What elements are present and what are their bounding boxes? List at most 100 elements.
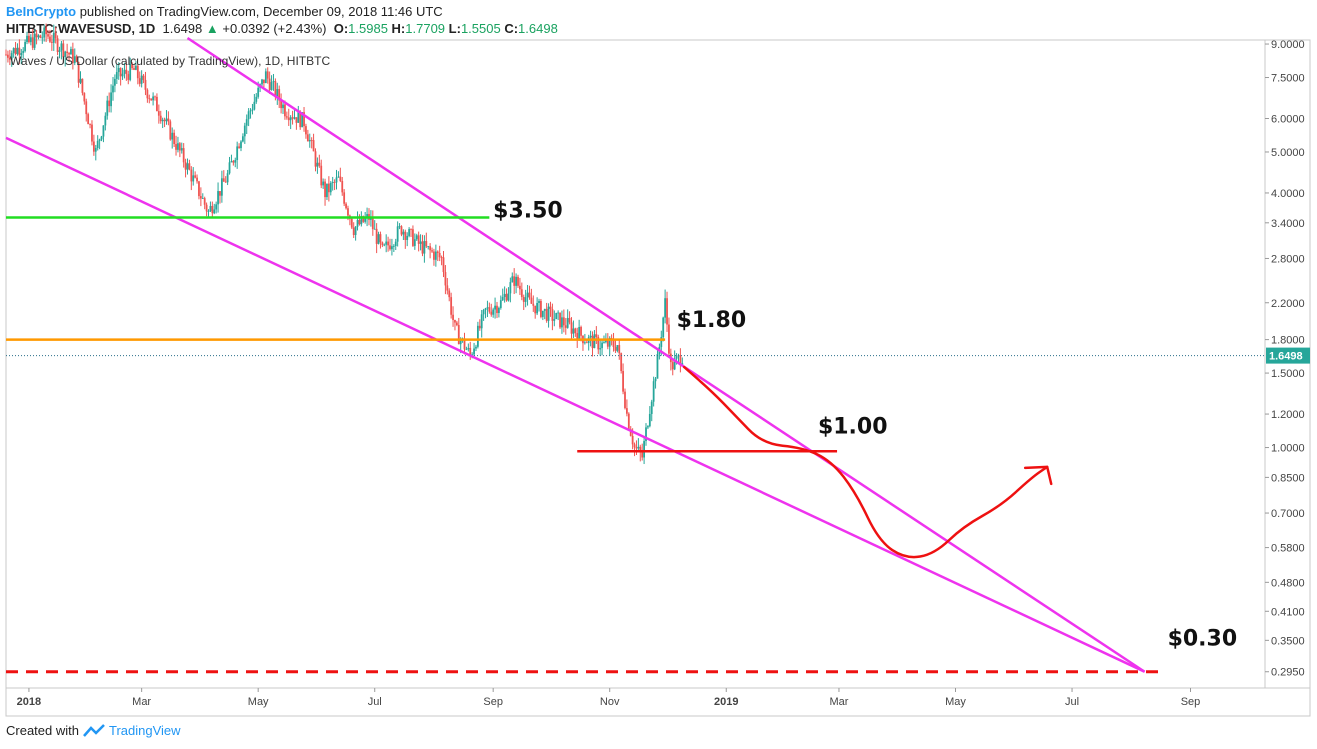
candle-body [217,191,219,205]
candle-body [318,162,321,166]
candle-body [117,67,120,73]
publisher-name[interactable]: BeInCrypto [6,4,77,19]
candle-body [450,297,453,315]
candle-body [20,53,23,56]
y-tick-label: 5.0000 [1271,147,1305,159]
candle-body [194,175,197,178]
candle-body [679,355,682,366]
candle-body [551,308,554,321]
price-change: +0.0392 (+2.43%) [222,21,327,36]
candle-body [660,337,663,347]
candle-body [459,339,462,345]
candle-body [18,47,21,56]
candle-body [555,313,558,319]
level-label: $3.50 [493,198,563,223]
candle-body [165,118,168,122]
candle-body [593,334,596,349]
candle-body [343,192,346,204]
candle-body [478,325,481,329]
candle-body [316,162,319,167]
candle-body [249,110,252,112]
candle-body [62,43,65,58]
candle-body [476,325,479,347]
candle-body [152,96,155,101]
candle-body [87,114,90,125]
candle-body [675,356,678,359]
candle-body [394,241,397,246]
candle-body [71,49,74,63]
candle-body [448,290,451,298]
y-tick-label: 2.2000 [1271,298,1305,310]
candle-body [375,228,378,244]
candle-body [5,54,7,56]
candle-body [574,328,577,334]
candle-body [624,391,626,409]
candle-body [620,353,623,372]
candle-body [136,65,139,79]
candle-body [606,340,609,347]
candle-body [270,82,273,90]
candle-body [100,136,103,140]
candle-body [314,151,317,167]
candle-body [545,308,548,321]
candle-body [341,181,344,193]
candle-body [385,241,388,245]
candle-body [532,303,535,306]
candle-body [543,308,546,311]
candle-body [339,176,342,182]
candle-body [498,307,500,314]
candle-body [89,124,91,125]
candle-body [66,51,69,54]
y-tick-label: 2.8000 [1271,253,1305,265]
candle-body [29,37,32,43]
candle-body [98,139,101,141]
candle-body [622,371,624,392]
candle-body [282,104,284,109]
candle-body [627,413,630,429]
candle-body [310,139,313,141]
y-tick-label: 6.0000 [1271,113,1305,125]
candle-body [354,226,357,235]
candle-body [561,317,563,328]
candle-body [255,96,258,102]
candle-body [144,79,147,90]
chart-title: Waves / US Dollar (calculated by Trading… [10,54,330,68]
candle-body [47,34,49,37]
candle-body [585,342,588,344]
candle-body [284,104,286,117]
candle-body [70,49,72,55]
last-price: 1.6498 [162,21,203,36]
candle-body [496,305,498,314]
candle-body [280,100,283,109]
candle-body [570,322,573,334]
candle-body [511,276,514,283]
x-tick-label: Sep [483,696,503,708]
candle-body [261,79,263,85]
candle-body [182,148,185,163]
candle-body [662,317,665,338]
tradingview-brand[interactable]: TradingView [108,723,181,738]
x-tick-label: Jul [1065,696,1079,708]
candle-body [110,92,112,107]
level-label: $0.30 [1168,627,1238,652]
candle-body [641,452,644,458]
candle-body [245,119,248,126]
candle-body [104,115,107,126]
high-value: 1.7709 [405,21,446,36]
candle-body [333,182,336,183]
candle-body [398,226,401,228]
candle-body [326,183,328,198]
projection-curve [682,365,1049,559]
candle-body [146,89,149,99]
candle-body [614,346,617,351]
candle-body [616,345,619,351]
candle-body [299,111,302,128]
candle-body [16,47,19,55]
candle-body [404,231,407,240]
candle-body [31,37,34,48]
candle-body [350,218,353,228]
candle-body [142,75,145,80]
candle-body [91,124,93,142]
candle-body [580,327,582,336]
